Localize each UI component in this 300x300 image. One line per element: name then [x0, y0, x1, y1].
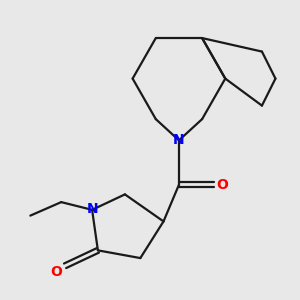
- Text: N: N: [86, 202, 98, 216]
- Text: O: O: [51, 265, 62, 279]
- Text: O: O: [216, 178, 228, 192]
- Text: N: N: [173, 133, 185, 147]
